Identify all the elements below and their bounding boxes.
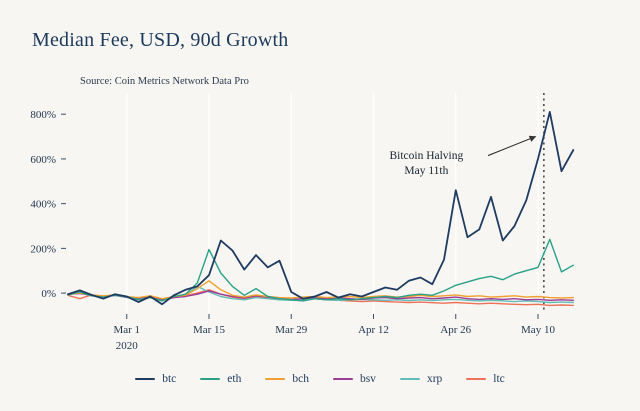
- x-tick-label: May 10: [521, 324, 555, 336]
- x-tick-label: Mar 15: [193, 324, 226, 336]
- x-tick-label: Mar 1: [113, 324, 140, 336]
- x-tick-sublabel: 2020: [116, 340, 139, 352]
- series-line-btc: [67, 110, 575, 306]
- legend-swatch-eth: [200, 377, 221, 381]
- legend-item-btc: btc: [135, 373, 176, 385]
- legend-item-bsv: bsv: [332, 373, 376, 385]
- halving-annotation: Bitcoin Halving May 11th: [389, 135, 537, 177]
- page-title: Median Fee, USD, 90d Growth: [32, 29, 289, 52]
- series-line-bch: [67, 280, 574, 300]
- y-axis: 0% 200% 400% 600% 800%: [30, 109, 66, 300]
- legend-swatch-btc: [135, 377, 156, 381]
- legend-item-ltc: ltc: [466, 373, 505, 385]
- legend-label-btc: btc: [162, 373, 177, 385]
- y-tick-label: 600%: [30, 154, 56, 166]
- x-tick-label: Apr 26: [440, 324, 471, 336]
- legend-swatch-xrp: [399, 377, 420, 381]
- legend-label-xrp: xrp: [426, 373, 443, 385]
- legend: btc eth bch bsv xrp ltc: [0, 373, 640, 385]
- annotation-text: Bitcoin Halving May 11th: [389, 150, 463, 177]
- legend-swatch-ltc: [466, 377, 487, 381]
- legend-label-ltc: ltc: [493, 373, 505, 385]
- legend-item-bch: bch: [265, 373, 309, 385]
- x-tick-label: Mar 29: [275, 324, 308, 336]
- source-note: Source: Coin Metrics Network Data Pro: [80, 76, 249, 87]
- annotation-arrow: [487, 135, 537, 157]
- legend-item-xrp: xrp: [399, 373, 443, 385]
- legend-swatch-bsv: [332, 377, 353, 381]
- legend-label-eth: eth: [227, 373, 242, 385]
- median-fee-chart: 0% 200% 400% 600% 800% Mar 1 2020 Mar 15 Mar 29…: [30, 93, 575, 352]
- x-tick-label: Apr 12: [358, 324, 389, 336]
- legend-label-bsv: bsv: [359, 373, 376, 385]
- legend-item-eth: eth: [200, 373, 241, 385]
- x-axis: Mar 1 2020 Mar 15 Mar 29 Apr 12 Apr 26 May 10: [113, 314, 555, 352]
- legend-swatch-bch: [265, 377, 286, 381]
- series-lines: [67, 110, 575, 307]
- y-tick-label: 200%: [30, 243, 56, 255]
- y-tick-label: 400%: [30, 199, 56, 211]
- series-line-eth: [67, 238, 574, 302]
- y-tick-label: 0%: [41, 288, 56, 300]
- y-tick-label: 800%: [30, 109, 56, 121]
- legend-label-bch: bch: [292, 373, 309, 385]
